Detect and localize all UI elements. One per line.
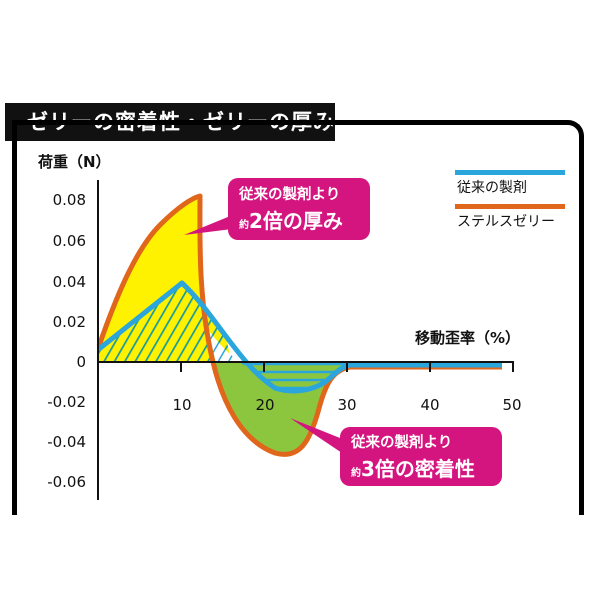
conventional-line (97, 280, 502, 394)
x-axis-label: 移動歪率（%） (415, 329, 520, 347)
y-axis-label: 荷重（N） (38, 153, 111, 171)
x-tick: 50 (502, 396, 521, 414)
callout-thickness: 従来の製剤より 約2倍の厚み (184, 178, 370, 240)
chart-frame (12, 120, 584, 515)
y-tick: 0.04 (53, 273, 86, 291)
x-tick: 40 (420, 396, 439, 414)
legend: 従来の製剤 ステルスゼリー (455, 170, 565, 230)
y-tick: -0.06 (47, 473, 86, 491)
legend-swatch-stealth (455, 204, 565, 209)
y-tick-labels: 0.08 0.06 0.04 0.02 0 -0.02 -0.04 -0.06 (47, 191, 86, 491)
legend-swatch-conventional (455, 170, 565, 175)
x-tick: 30 (337, 396, 356, 414)
y-tick: -0.04 (47, 433, 86, 451)
x-ticks (180, 362, 514, 372)
y-tick: 0.06 (53, 232, 86, 250)
x-tick-labels: 10 20 30 40 50 (172, 396, 521, 414)
legend-label-conventional: 従来の製剤 (457, 180, 527, 196)
stealth-line (96, 193, 502, 457)
legend-label-stealth: ステルスゼリー (457, 214, 555, 230)
y-tick: 0.02 (53, 313, 86, 331)
callout-adhesion-line2: 約3倍の密着性 (351, 457, 475, 481)
callout-thickness-line1: 従来の製剤より (238, 185, 340, 203)
callout-adhesion-line1: 従来の製剤より (350, 433, 452, 451)
y-tick: 0 (76, 353, 86, 371)
y-tick: 0.08 (53, 191, 86, 209)
callout-adhesion: 従来の製剤より 約3倍の密着性 (290, 418, 502, 486)
callout-thickness-line2: 約2倍の厚み (239, 209, 343, 233)
x-tick: 20 (255, 396, 274, 414)
conventional-positive-tail (208, 330, 240, 362)
x-tick: 10 (172, 396, 191, 414)
y-tick: -0.02 (47, 393, 86, 411)
